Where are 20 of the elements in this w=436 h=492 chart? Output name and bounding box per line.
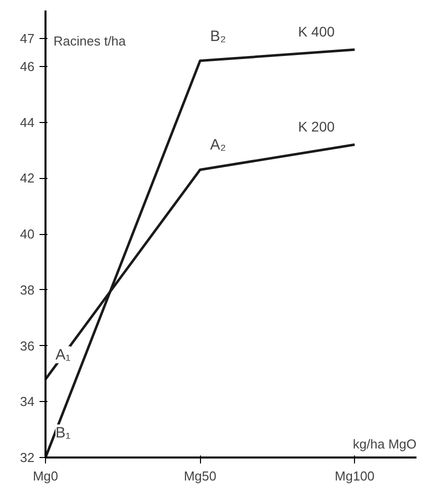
y-tick-label: 32 bbox=[20, 450, 35, 465]
x-axis-title: kg/ha MgO bbox=[352, 436, 417, 452]
series-label: K 400 bbox=[298, 24, 335, 40]
y-tick-label: 46 bbox=[20, 58, 35, 74]
y-tick-label: 40 bbox=[20, 226, 35, 242]
annotation: B₁ bbox=[56, 424, 71, 442]
y-tick-label: 44 bbox=[20, 114, 35, 130]
x-tick-label: Mg0 bbox=[32, 468, 58, 484]
y-tick-label: 34 bbox=[20, 394, 35, 410]
y-tick-label: 36 bbox=[20, 338, 35, 354]
y-axis-title: Racines t/ha bbox=[54, 34, 127, 48]
x-tick-label: Mg100 bbox=[334, 468, 375, 484]
series-label: K 200 bbox=[298, 118, 335, 135]
annotation: A₁ bbox=[56, 346, 71, 364]
annotation: A₂ bbox=[210, 136, 226, 154]
annotation: B₂ bbox=[210, 28, 226, 45]
y-tick-label: 42 bbox=[20, 170, 35, 186]
y-tick-label: 38 bbox=[20, 282, 35, 298]
x-tick-label: Mg50 bbox=[184, 468, 216, 484]
y-tick-label: 47 bbox=[20, 30, 35, 46]
